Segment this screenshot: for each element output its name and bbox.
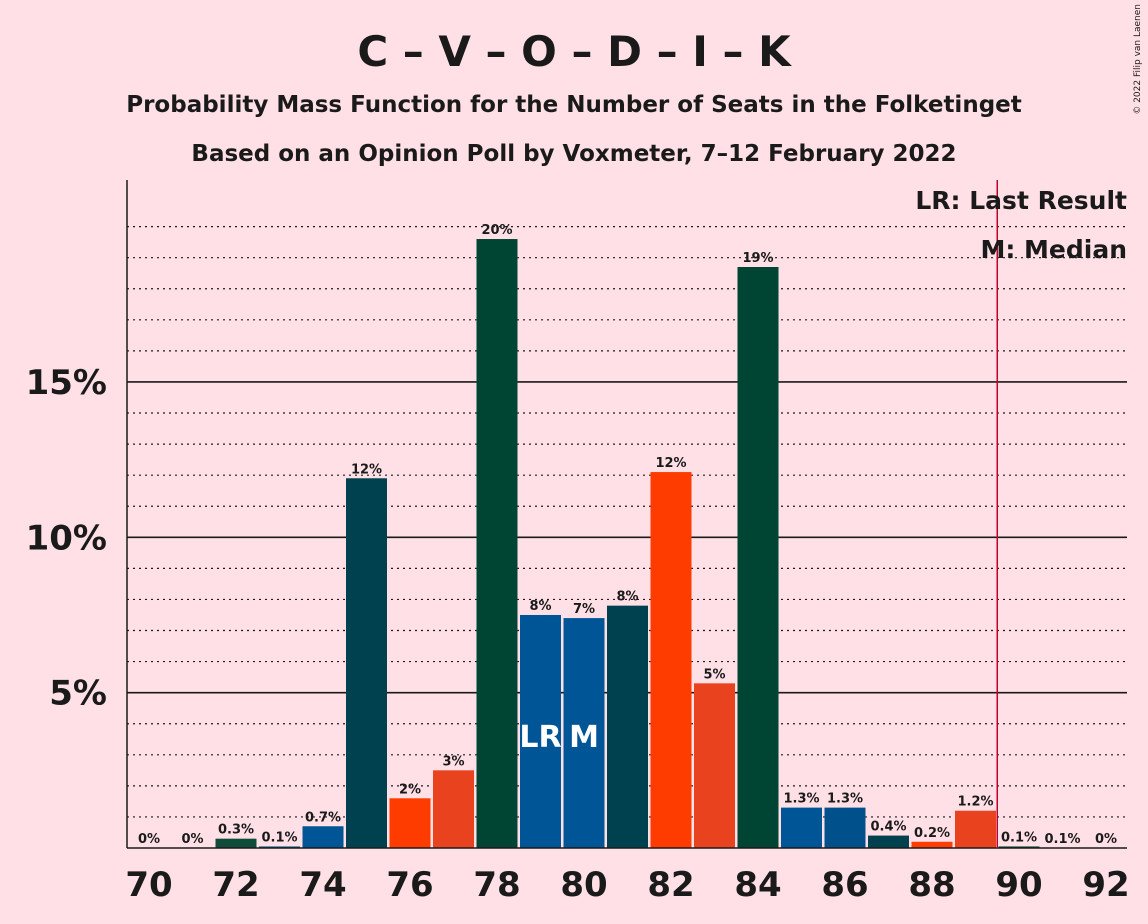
bar-value-label: 1.3% xyxy=(827,792,863,807)
copyright-text: © 2022 Filip van Laenen xyxy=(1133,4,1143,115)
bar-value-label: 1.3% xyxy=(783,792,819,807)
bar-value-label: 12% xyxy=(351,462,382,477)
bar-value-label: 8% xyxy=(616,590,638,605)
chart-title: C – V – O – D – I – K xyxy=(357,27,792,76)
bar xyxy=(650,472,692,848)
bar-value-label: 0.1% xyxy=(1001,830,1037,845)
x-tick-label: 86 xyxy=(821,865,868,905)
bar xyxy=(520,614,561,848)
x-tick-label: 70 xyxy=(125,865,172,905)
bar-value-label: 12% xyxy=(655,456,686,471)
bar-value-label: 2% xyxy=(399,782,421,797)
bar-value-label: 0.1% xyxy=(261,830,297,845)
bar-value-label: 0% xyxy=(181,832,203,847)
bar-value-label: 0.1% xyxy=(1044,832,1080,847)
bar-value-label: 3% xyxy=(442,754,464,769)
x-tick-label: 78 xyxy=(473,865,520,905)
bar xyxy=(259,846,300,848)
bar xyxy=(563,618,605,848)
bar-value-label: 0.7% xyxy=(305,810,341,825)
bar-value-label: 0% xyxy=(138,832,160,847)
bar-marker-label: M xyxy=(569,720,599,755)
bar xyxy=(694,683,735,848)
y-tick-label: 15% xyxy=(26,363,107,403)
bars xyxy=(215,239,1040,848)
bar xyxy=(346,478,387,848)
bar xyxy=(433,770,474,848)
bar xyxy=(998,846,1040,848)
x-tick-label: 72 xyxy=(212,865,259,905)
legend-last-result: LR: Last Result xyxy=(915,186,1127,215)
bar xyxy=(607,605,648,848)
bar-value-label: 8% xyxy=(529,599,551,614)
x-tick-label: 90 xyxy=(995,865,1042,905)
y-axis-ticks: 5% 10% 15% xyxy=(26,363,107,714)
bar xyxy=(824,807,866,848)
bar-value-label: 0.3% xyxy=(218,823,254,838)
bar xyxy=(737,266,779,848)
x-tick-label: 74 xyxy=(299,865,346,905)
bar-value-label: 5% xyxy=(703,667,725,682)
bar-marker-label: LR xyxy=(519,720,561,755)
bar-value-label: 1.2% xyxy=(957,795,993,810)
chart-subtitle: Probability Mass Function for the Number… xyxy=(126,92,1022,118)
bar-value-label: 7% xyxy=(573,602,595,617)
x-tick-label: 88 xyxy=(908,865,955,905)
chart-subtitle-2: Based on an Opinion Poll by Voxmeter, 7–… xyxy=(191,141,956,167)
bar xyxy=(215,838,257,848)
bar xyxy=(781,807,822,848)
x-tick-label: 92 xyxy=(1082,865,1129,905)
x-tick-label: 82 xyxy=(647,865,694,905)
bar xyxy=(911,841,953,848)
x-axis-ticks: 70 72 74 76 78 80 82 84 86 88 90 92 xyxy=(125,865,1129,905)
bar xyxy=(955,810,996,848)
bar xyxy=(302,826,344,848)
legend-median: M: Median xyxy=(980,235,1127,264)
bar xyxy=(476,239,518,848)
x-tick-label: 80 xyxy=(560,865,607,905)
bar-value-label: 19% xyxy=(742,251,773,266)
bar-markers: LR M xyxy=(519,720,599,755)
x-tick-label: 76 xyxy=(386,865,433,905)
y-tick-label: 10% xyxy=(26,518,107,558)
bar-value-label: 20% xyxy=(481,223,512,238)
x-tick-label: 84 xyxy=(734,865,781,905)
bar-labels: 0% 0% 0.3% 0.1% 0.7% 12% 2% 3% 20% 8% 7% 8% 12% 5% 19%… xyxy=(138,223,1117,847)
bar-value-label: 0.4% xyxy=(870,820,906,835)
bar-value-label: 0.2% xyxy=(914,826,950,841)
bar-value-label: 0% xyxy=(1095,832,1117,847)
bar xyxy=(389,798,431,848)
y-tick-label: 5% xyxy=(49,674,107,714)
bar xyxy=(868,835,909,848)
